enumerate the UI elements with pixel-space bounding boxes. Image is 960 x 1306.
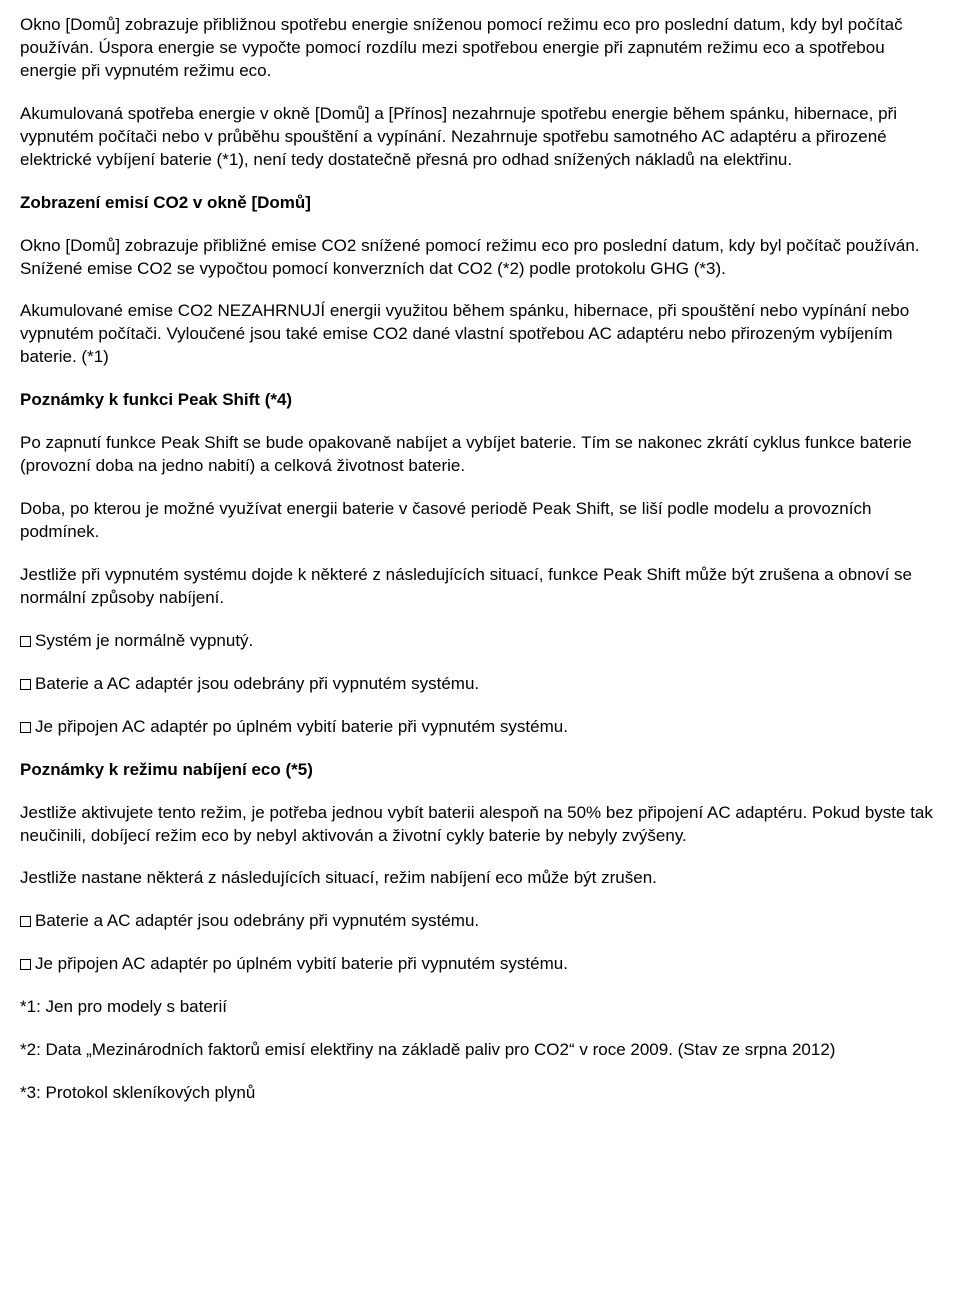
paragraph: Po zapnutí funkce Peak Shift se bude opa… xyxy=(20,432,940,478)
heading-eco-charge: Poznámky k režimu nabíjení eco (*5) xyxy=(20,759,940,782)
footnote: *1: Jen pro modely s baterií xyxy=(20,996,940,1019)
checkbox-item: Je připojen AC adaptér po úplném vybití … xyxy=(20,716,940,739)
heading-peak-shift: Poznámky k funkci Peak Shift (*4) xyxy=(20,389,940,412)
footnote: *3: Protokol skleníkových plynů xyxy=(20,1082,940,1105)
checkbox-item: Je připojen AC adaptér po úplném vybití … xyxy=(20,953,940,976)
paragraph: Jestliže nastane některá z následujících… xyxy=(20,867,940,890)
paragraph: Jestliže při vypnutém systému dojde k ně… xyxy=(20,564,940,610)
checkbox-item: Baterie a AC adaptér jsou odebrány při v… xyxy=(20,910,940,933)
checkbox-item: Baterie a AC adaptér jsou odebrány při v… xyxy=(20,673,940,696)
paragraph: Akumulovaná spotřeba energie v okně [Dom… xyxy=(20,103,940,172)
heading-co2: Zobrazení emisí CO2 v okně [Domů] xyxy=(20,192,940,215)
paragraph: Okno [Domů] zobrazuje přibližné emise CO… xyxy=(20,235,940,281)
paragraph: Doba, po kterou je možné využívat energi… xyxy=(20,498,940,544)
paragraph: Jestliže aktivujete tento režim, je potř… xyxy=(20,802,940,848)
paragraph: Okno [Domů] zobrazuje přibližnou spotřeb… xyxy=(20,14,940,83)
footnote: *2: Data „Mezinárodních faktorů emisí el… xyxy=(20,1039,940,1062)
checkbox-item: Systém je normálně vypnutý. xyxy=(20,630,940,653)
paragraph: Akumulované emise CO2 NEZAHRNUJÍ energii… xyxy=(20,300,940,369)
